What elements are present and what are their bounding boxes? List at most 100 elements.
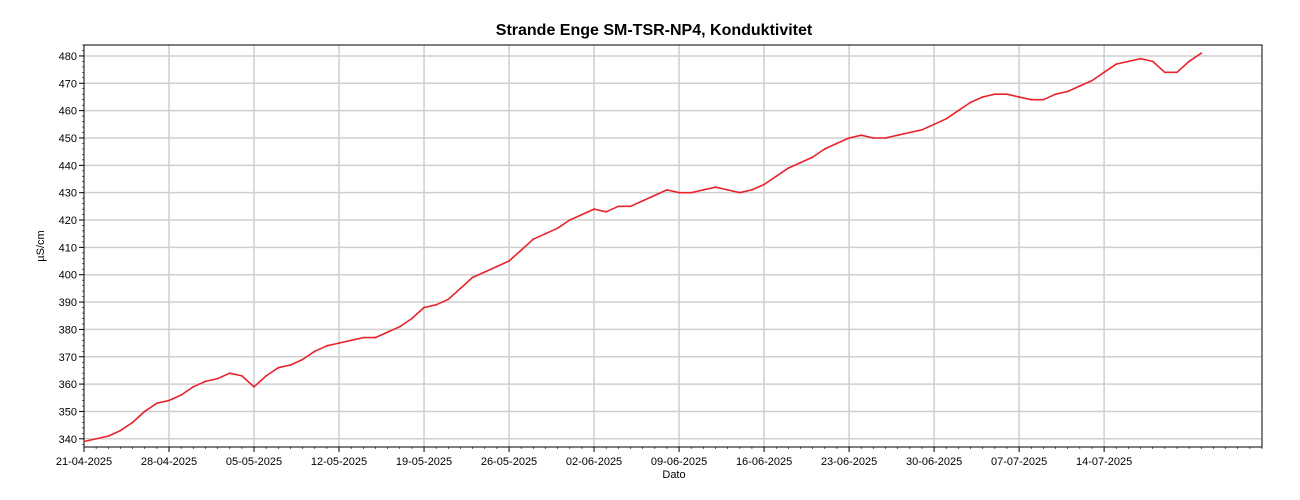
x-tick-label: 12-05-2025 [311,456,367,468]
data-point [325,344,328,347]
data-point [265,374,268,377]
data-point [1018,96,1021,98]
y-tick-label: 430 [59,188,77,200]
data-point [544,232,547,235]
y-tick-label: 340 [59,434,77,446]
data-point [872,137,875,139]
x-tick-label: 19-05-2025 [396,456,452,468]
data-point [690,191,693,194]
data-point [362,336,365,339]
data-point [568,219,571,221]
y-tick-label: 410 [59,242,77,254]
series-line [83,52,1202,443]
data-point [338,342,340,344]
data-point [593,208,595,210]
y-tick-label: 350 [59,406,77,418]
chart-title: Strande Enge SM-TSR-NP4, Konduktivitet [496,22,813,39]
data-point [775,175,778,178]
data-point [131,421,134,424]
data-point [836,142,838,145]
data-point [192,385,195,388]
data-point [969,101,972,104]
data-point [508,260,510,262]
data-point [143,410,146,413]
y-tick-label: 450 [59,133,77,145]
plot-area [83,44,1263,448]
data-point [253,385,255,388]
data-point [993,93,996,96]
y-tick-label: 440 [59,160,77,172]
data-point [763,183,765,186]
data-point [447,298,450,301]
data-point [605,210,608,213]
data-point [204,380,207,383]
data-point [799,161,802,164]
data-point [471,276,474,279]
data-point [581,213,583,216]
y-tick-label: 400 [59,270,77,282]
data-point [702,189,705,191]
y-tick-label: 370 [59,352,77,364]
data-point [957,109,960,112]
gridlines [84,45,1262,447]
data-point [921,128,923,131]
data-point [738,191,741,194]
data-point [107,435,110,437]
data-point [556,227,559,230]
data-point [520,249,523,252]
y-tick-label: 480 [59,51,77,63]
data-point [1006,93,1008,96]
data-point [860,134,863,137]
y-axis-label: µS/cm [35,230,47,261]
data-point [180,394,183,396]
x-tick-label: 23-06-2025 [821,456,877,468]
data-point [289,364,292,366]
data-point [1066,90,1069,93]
data-point [301,358,304,361]
data-point [532,238,535,241]
x-tick-label: 09-06-2025 [651,456,707,468]
x-tick-label: 14-07-2025 [1076,456,1132,468]
data-point [155,402,158,405]
data-point [726,189,729,191]
x-tick-label: 28-04-2025 [141,456,197,468]
x-axis-label: Dato [662,469,685,481]
data-point [1200,52,1203,55]
data-point [1078,85,1081,87]
data-point [678,191,680,194]
data-point [459,287,462,290]
data-point [483,271,486,273]
x-tick-label: 26-05-2025 [481,456,537,468]
data-point [617,205,620,208]
y-tick-label: 380 [59,324,77,336]
y-axis: 340 350 360 370 380 390 400 410 420 430 440 450 460 4… [59,44,84,446]
y-tick-label: 420 [59,215,77,227]
data-point [435,303,438,306]
data-point [216,377,219,380]
y-tick-label: 390 [59,297,77,309]
data-point [896,134,899,137]
data-point [933,123,936,126]
data-point [313,350,316,353]
data-point [1054,93,1057,96]
data-point [1188,60,1191,63]
data-point [398,325,401,328]
data-point [83,440,85,443]
data-point [277,366,280,369]
data-point [629,205,632,208]
data-point [1091,79,1093,82]
x-tick-label: 21-04-2025 [56,456,112,468]
data-point [884,137,887,139]
data-point [228,372,231,375]
data-point [1127,60,1130,63]
x-tick-label: 30-06-2025 [906,456,962,468]
data-point [1030,98,1033,101]
data-point [1151,60,1154,63]
data-point [1163,71,1166,74]
x-tick-label: 07-07-2025 [991,456,1047,468]
data-point [119,429,122,432]
data-point [666,189,668,191]
data-point [1176,71,1178,74]
data-point [496,265,498,268]
